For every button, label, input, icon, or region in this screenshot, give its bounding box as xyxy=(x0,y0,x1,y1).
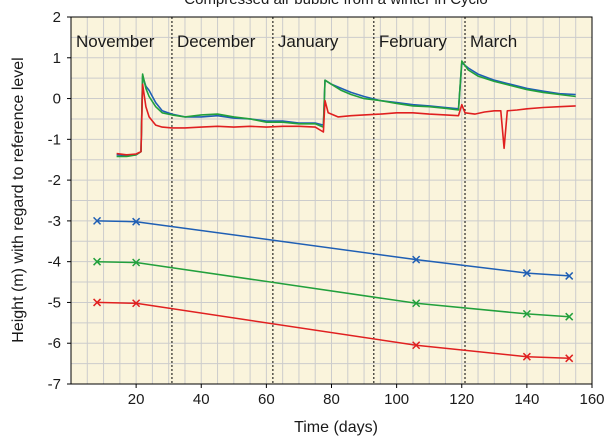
y-tick-label: 1 xyxy=(53,50,61,67)
series-line xyxy=(116,83,576,156)
month-label: December xyxy=(177,32,256,51)
data-point-marker xyxy=(522,269,531,278)
month-label: February xyxy=(379,32,448,51)
x-tick-label: 140 xyxy=(514,391,539,408)
x-tick-label: 100 xyxy=(384,391,409,408)
y-tick-label: -6 xyxy=(48,335,61,352)
chart-title: Compressed air bubble from a winter in C… xyxy=(184,0,487,8)
x-tick-label: 20 xyxy=(128,391,145,408)
x-tick-label: 120 xyxy=(449,391,474,408)
month-label: March xyxy=(470,32,517,51)
x-axis-title: Time (days) xyxy=(294,419,378,436)
series-layer xyxy=(93,60,576,363)
data-point-marker xyxy=(565,271,574,280)
data-point-marker xyxy=(132,217,141,226)
y-tick-label: -2 xyxy=(48,172,61,189)
y-tick-label: -7 xyxy=(48,376,61,393)
ticks: 2 1 0 -1 -2 -3 -4 -5 -6 -7 20 40 60 80 100 120 140 160 xyxy=(48,9,605,408)
data-point-marker xyxy=(565,354,574,363)
x-tick-label: 60 xyxy=(258,391,275,408)
data-point-marker xyxy=(93,298,102,307)
y-tick-label: -1 xyxy=(48,131,61,148)
grid xyxy=(71,17,592,384)
x-tick-label: 80 xyxy=(323,391,340,408)
data-point-marker xyxy=(412,341,421,350)
x-tick-label: 40 xyxy=(193,391,210,408)
data-point-marker xyxy=(412,299,421,308)
y-tick-label: -3 xyxy=(48,213,61,230)
data-point-marker xyxy=(132,299,141,308)
y-tick-label: 2 xyxy=(53,9,61,26)
y-tick-label: -5 xyxy=(48,294,61,311)
data-point-marker xyxy=(565,312,574,321)
y-tick-label: 0 xyxy=(53,91,61,108)
x-tick-label: 160 xyxy=(579,391,604,408)
y-axis-title: Height (m) with regard to reference leve… xyxy=(10,57,27,342)
data-point-marker xyxy=(522,309,531,318)
data-point-marker xyxy=(132,258,141,267)
y-tick-label: -4 xyxy=(48,254,61,271)
month-label: November xyxy=(76,32,155,51)
data-point-marker xyxy=(93,257,102,266)
data-point-marker xyxy=(522,352,531,361)
data-point-marker xyxy=(412,255,421,264)
month-label: January xyxy=(278,32,339,51)
month-boundaries: November December January February March xyxy=(76,17,517,384)
data-point-marker xyxy=(93,216,102,225)
